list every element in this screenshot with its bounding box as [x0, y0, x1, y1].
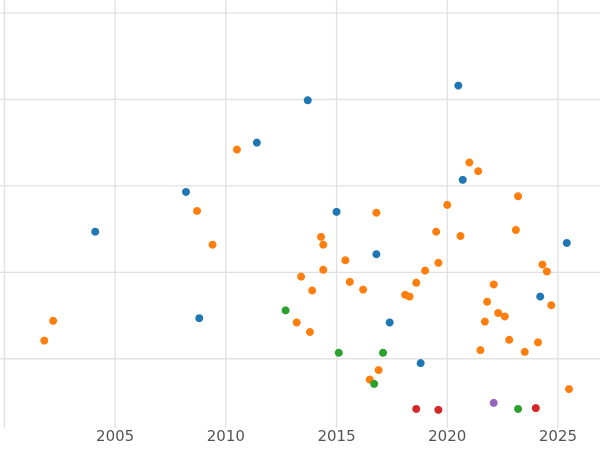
data-point-series-orange: [372, 208, 381, 217]
data-point-series-orange: [308, 286, 317, 295]
data-point-series-blue: [562, 238, 571, 247]
data-point-series-orange: [421, 266, 430, 275]
x-tick-label: 2020: [428, 427, 466, 445]
data-point-series-orange: [345, 277, 354, 286]
data-point-series-blue: [303, 96, 312, 105]
data-point-series-orange: [443, 200, 452, 209]
data-point-series-orange: [432, 227, 441, 236]
data-point-series-orange: [456, 232, 465, 241]
data-point-series-blue: [252, 138, 261, 147]
data-point-series-purple: [489, 398, 498, 407]
data-point-series-orange: [434, 258, 443, 267]
data-point-series-blue: [416, 359, 425, 368]
data-point-series-blue: [458, 175, 467, 184]
data-point-series-orange: [305, 328, 314, 337]
data-point-series-red: [412, 404, 421, 413]
data-point-series-orange: [474, 167, 483, 176]
data-point-series-orange: [480, 317, 489, 326]
data-point-series-orange: [465, 158, 474, 167]
data-point-series-orange: [292, 318, 301, 327]
data-point-series-orange: [511, 225, 520, 234]
points-layer: [40, 81, 574, 414]
data-point-series-green: [379, 348, 388, 357]
data-point-series-red: [434, 405, 443, 414]
data-point-series-orange: [341, 256, 350, 265]
data-point-series-orange: [232, 145, 241, 154]
data-point-series-orange: [317, 232, 326, 241]
data-point-series-orange: [505, 335, 514, 344]
x-tick-label: 2015: [317, 427, 355, 445]
data-point-series-orange: [359, 285, 368, 294]
data-point-series-orange: [542, 267, 551, 276]
data-point-series-orange: [547, 301, 556, 310]
data-point-series-orange: [520, 347, 529, 356]
data-point-series-blue: [332, 207, 341, 216]
data-point-series-orange: [538, 260, 547, 269]
data-point-series-blue: [181, 187, 190, 196]
data-point-series-orange: [514, 192, 523, 201]
data-point-series-green: [281, 306, 290, 315]
data-point-series-orange: [319, 240, 328, 249]
data-point-series-orange: [374, 366, 383, 375]
data-point-series-red: [531, 404, 540, 413]
data-point-series-orange: [208, 240, 217, 249]
x-tick-label: 2025: [539, 427, 577, 445]
data-point-series-orange: [494, 309, 503, 318]
gridlines-layer: [0, 0, 600, 428]
data-point-series-green: [334, 348, 343, 357]
data-point-series-blue: [91, 227, 100, 236]
data-point-series-orange: [483, 297, 492, 306]
data-point-series-orange: [49, 316, 58, 325]
data-point-series-orange: [565, 385, 574, 394]
data-point-series-green: [514, 404, 523, 413]
data-point-series-green: [370, 379, 379, 388]
data-point-series-blue: [195, 314, 204, 323]
data-point-series-blue: [454, 81, 463, 90]
data-point-series-orange: [534, 338, 543, 347]
data-point-series-orange: [476, 346, 485, 355]
data-point-series-blue: [536, 292, 545, 301]
data-point-series-blue: [385, 318, 394, 327]
data-point-series-orange: [412, 278, 421, 287]
x-axis-tick-labels: 2005 2010 2015 2020 2025: [96, 427, 577, 445]
data-point-series-orange: [319, 265, 328, 274]
x-tick-label: 2010: [207, 427, 245, 445]
data-point-series-orange: [500, 312, 509, 321]
data-point-series-orange: [297, 272, 306, 281]
data-point-series-orange: [489, 280, 498, 289]
data-point-series-blue: [372, 250, 381, 259]
x-tick-label: 2005: [96, 427, 134, 445]
data-point-series-orange: [40, 336, 49, 345]
data-point-series-orange: [405, 292, 414, 301]
data-point-series-orange: [193, 206, 202, 215]
